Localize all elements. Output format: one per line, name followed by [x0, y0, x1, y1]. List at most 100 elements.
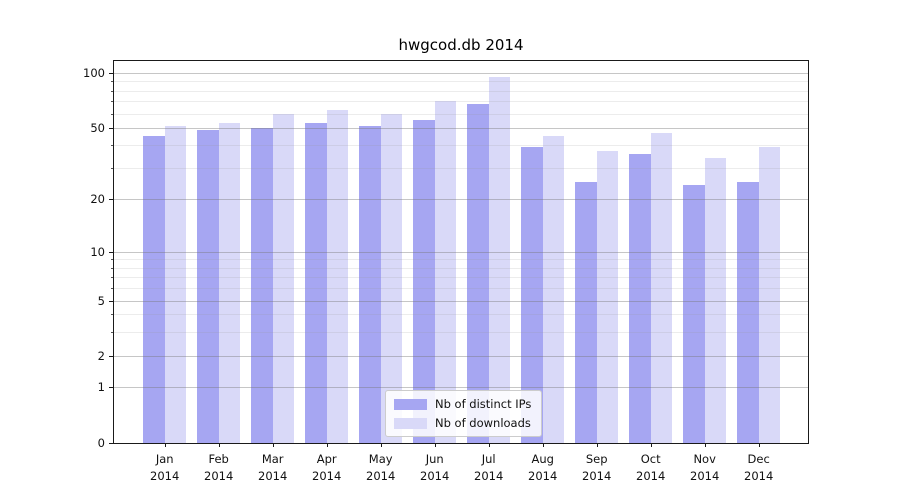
x-tick-label-nov: Nov 2014 [690, 452, 720, 483]
gridline-20 [114, 199, 808, 200]
bar-ips-sep [575, 181, 597, 443]
x-tick-label-dec: Dec 2014 [744, 452, 774, 483]
bar-ips-apr [305, 123, 327, 443]
gridline-2 [114, 356, 808, 357]
bar-downloads-feb [218, 123, 241, 443]
bar-downloads-nov [704, 157, 727, 443]
y-minortick-6 [111, 288, 113, 290]
chart-title: hwgcod.db 2014 [398, 36, 524, 54]
gridline-90 [114, 81, 808, 83]
legend-label: Nb of distinct IPs [435, 397, 532, 411]
gridline-9 [114, 259, 808, 261]
x-tick-may [380, 443, 382, 447]
y-minortick-30 [111, 167, 113, 169]
bar-ips-jul [467, 103, 489, 443]
y-tick-label-0: 0 [97, 436, 105, 450]
bar-ips-dec [737, 181, 759, 443]
y-tick-label-2: 2 [97, 349, 105, 363]
x-tick-dec [758, 443, 760, 447]
bar-downloads-apr [326, 109, 349, 443]
y-tick-100 [109, 73, 113, 74]
y-tick-1 [109, 387, 113, 389]
x-tick-oct [650, 443, 652, 447]
bar-downloads-may [380, 113, 403, 443]
y-tick-10 [109, 252, 113, 253]
y-tick-5 [109, 301, 113, 302]
gridline-10 [114, 252, 808, 253]
y-minortick-60 [111, 113, 113, 115]
x-tick-sep [596, 443, 598, 447]
legend-swatch-icon [394, 398, 427, 410]
gridline-3 [114, 331, 808, 333]
y-minortick-9 [111, 259, 113, 261]
y-tick-label-1: 1 [97, 380, 105, 395]
bar-ips-nov [683, 184, 705, 443]
x-tick-label-jul: Jul 2014 [474, 452, 504, 483]
gridline-60 [114, 113, 808, 115]
gridline-7 [114, 277, 808, 279]
x-tick-label-oct: Oct 2014 [636, 452, 666, 483]
legend-entry-downloads: Nb of downloads [394, 416, 531, 430]
legend-swatch-icon [394, 417, 427, 429]
x-tick-label-aug: Aug 2014 [528, 452, 558, 483]
bar-ips-mar [251, 128, 273, 443]
x-tick-jan [164, 443, 166, 447]
legend-entry-ips: Nb of distinct IPs [394, 397, 531, 411]
gridline-1 [114, 387, 808, 389]
bar-downloads-mar [272, 113, 295, 443]
gridline-70 [114, 101, 808, 103]
x-tick-nov [704, 443, 706, 447]
x-tick-label-may: May 2014 [366, 452, 396, 483]
gridline-4 [114, 314, 808, 316]
x-tick-label-apr: Apr 2014 [312, 452, 342, 483]
gridline-6 [114, 288, 808, 290]
y-tick-label-5: 5 [97, 294, 105, 308]
bar-ips-oct [629, 153, 651, 443]
y-minortick-7 [111, 277, 113, 279]
bar-downloads-jun [434, 101, 457, 443]
y-tick-50 [109, 128, 113, 129]
x-tick-label-jan: Jan 2014 [150, 452, 180, 483]
x-tick-feb [218, 443, 220, 447]
bar-ips-jan [143, 136, 165, 443]
y-minortick-3 [111, 331, 113, 333]
bar-downloads-jan [164, 126, 187, 443]
gridline-80 [114, 90, 808, 92]
x-tick-jul [488, 443, 490, 447]
bar-ips-may [359, 126, 381, 443]
y-tick-0 [109, 443, 113, 444]
x-tick-label-sep: Sep 2014 [582, 452, 612, 483]
bar-downloads-jul [488, 77, 511, 443]
legend: Nb of distinct IPs Nb of downloads [385, 390, 543, 437]
bar-downloads-oct [650, 132, 673, 443]
bar-ips-feb [197, 129, 219, 443]
bar-downloads-dec [758, 147, 781, 443]
y-tick-label-20: 20 [90, 192, 105, 206]
gridline-50 [114, 128, 808, 129]
x-tick-apr [326, 443, 328, 447]
x-tick-label-mar: Mar 2014 [258, 452, 288, 483]
gridline-40 [114, 145, 808, 147]
x-tick-aug [542, 443, 544, 447]
bar-downloads-aug [542, 136, 565, 443]
y-minortick-90 [111, 81, 113, 83]
gridline-8 [114, 267, 808, 269]
x-tick-jun [434, 443, 436, 447]
y-minortick-70 [111, 101, 113, 103]
x-tick-label-feb: Feb 2014 [204, 452, 234, 483]
legend-label: Nb of downloads [435, 416, 531, 430]
plot-area: 0 1 2 5 10 20 50 100 Jan 2014 Feb 2014 Mar 2014 Apr 20… [83, 60, 809, 483]
y-tick-label-10: 10 [90, 245, 105, 259]
bar-ips-aug [521, 147, 543, 443]
y-tick-label-100: 100 [83, 66, 105, 80]
y-tick-label-50: 50 [90, 121, 105, 135]
x-tick-label-jun: Jun 2014 [420, 452, 450, 483]
x-tick-mar [272, 443, 274, 447]
y-tick-2 [109, 356, 113, 357]
bar-downloads-sep [596, 151, 619, 443]
y-minortick-4 [111, 314, 113, 316]
bar-ips-jun [413, 120, 435, 443]
y-minortick-8 [111, 267, 113, 269]
y-minortick-40 [111, 145, 113, 147]
